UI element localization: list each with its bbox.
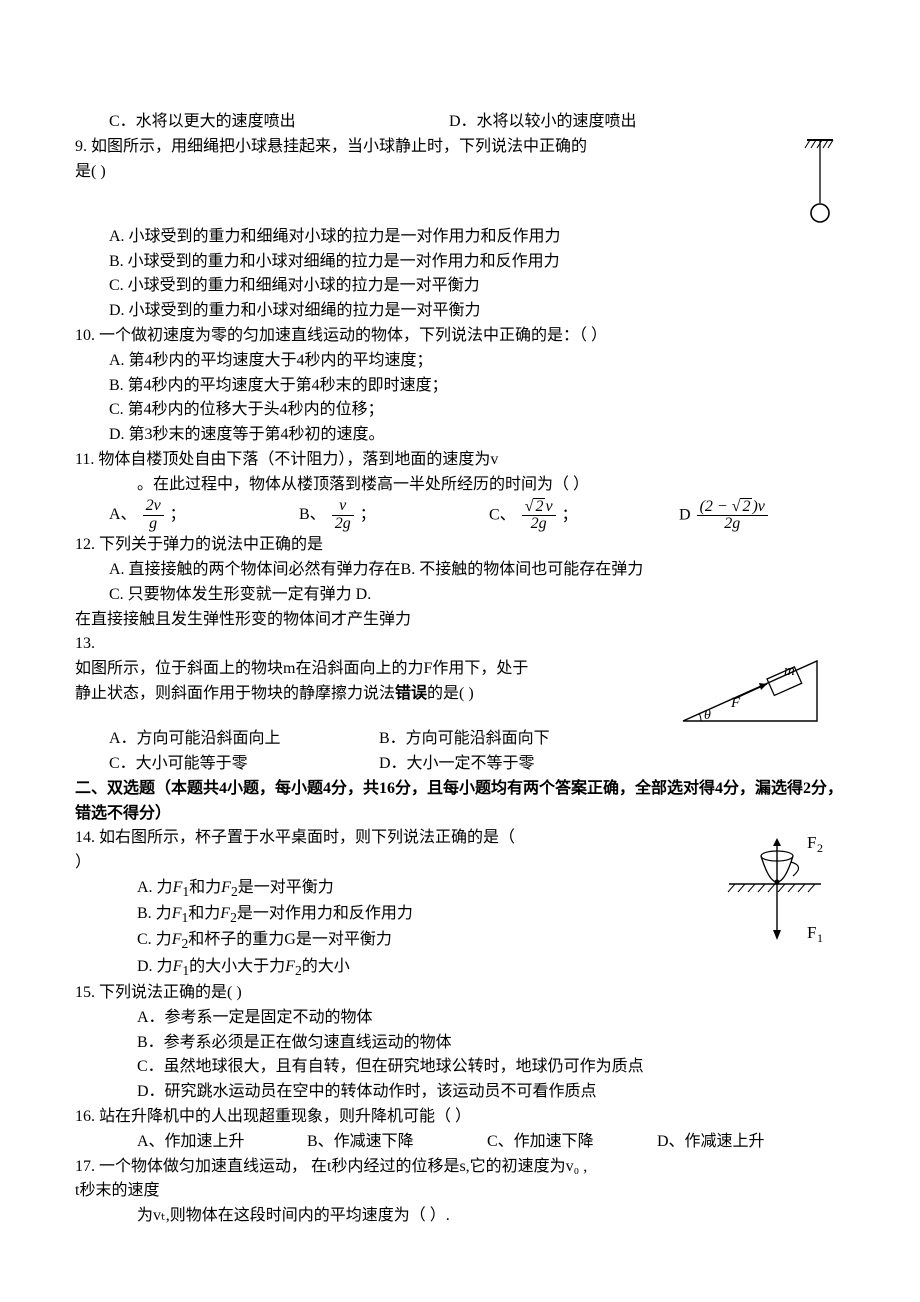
svg-text:m: m bbox=[784, 663, 795, 679]
q11-stem-line2: 。在此过程中，物体从楼顶落到楼高一半处所经历的时间为（ ） bbox=[75, 473, 845, 498]
q10-opt-d: D. 第3秒末的速度等于第4秒初的速度。 bbox=[75, 423, 845, 448]
q9-stem-line1: 9. 如图所示，用细绳把小球悬挂起来，当小球静止时，下列说法中正确的 bbox=[75, 135, 745, 160]
q12-stem: 12. 下列关于弹力的说法中正确的是 bbox=[75, 533, 845, 558]
q10-opt-c: C. 第4秒内的位移大于头4秒内的位移； bbox=[75, 398, 845, 423]
q11-opt-b: B、 v2g ； bbox=[299, 498, 489, 533]
q16-stem: 16. 站在升降机中的人出现超重现象，则升降机可能（ ） bbox=[75, 1105, 845, 1130]
q15-opt-c: C．虽然地球很大，且有自转，但在研究地球公转时，地球仍可作为质点 bbox=[75, 1055, 845, 1080]
q8-opt-c: C．水将以更大的速度喷出 bbox=[109, 110, 449, 135]
q15-opt-a: A．参考系一定是固定不动的物体 bbox=[75, 1006, 845, 1031]
q8-opt-d: D．水将以较小的速度喷出 bbox=[449, 110, 637, 135]
q8-options-cd: C．水将以更大的速度喷出 D．水将以较小的速度喷出 bbox=[75, 110, 845, 135]
q13-stem: 如图所示，位于斜面上的物块m在沿斜面向上的力F作用下，处于 静止状态，则斜面作用… bbox=[75, 657, 675, 707]
q13-options-cd: C．大小可能等于零 D．大小一定不等于零 bbox=[75, 752, 845, 777]
svg-text:2: 2 bbox=[817, 841, 823, 855]
q11-opt-c: C、 √2v2g ； bbox=[489, 498, 679, 534]
q9-opt-a: A. 小球受到的重力和细绳对小球的拉力是一对作用力和反作用力 bbox=[75, 225, 845, 250]
q16-opt-a: A、作加速上升 bbox=[137, 1130, 307, 1155]
q9-opt-b: B. 小球受到的重力和小球对细绳的拉力是一对作用力和反作用力 bbox=[75, 250, 845, 275]
q13-opt-c: C．大小可能等于零 bbox=[109, 752, 379, 777]
q13-opt-b: B．方向可能沿斜面向下 bbox=[379, 727, 550, 752]
incline-block-icon: m F θ bbox=[671, 649, 821, 727]
q11-stem-line1: 11. 物体自楼顶处自由下落（不计阻力），落到地面的速度为v bbox=[75, 448, 845, 473]
q16-opt-b: B、作减速下降 bbox=[307, 1130, 487, 1155]
q12-opt-d-cont: 在直接接触且发生弹性形变的物体间才产生弹力 bbox=[75, 608, 845, 633]
svg-text:F: F bbox=[807, 833, 816, 852]
q9-opt-d: D. 小球受到的重力和小球对细绳的拉力是一对平衡力 bbox=[75, 299, 845, 324]
q9-opt-c: C. 小球受到的重力和细绳对小球的拉力是一对平衡力 bbox=[75, 274, 845, 299]
svg-text:θ: θ bbox=[704, 708, 711, 723]
svg-text:F: F bbox=[807, 923, 816, 942]
section-2-header: 二、双选题（本题共4小题，每小题4分，共16分，且每小题均有两个答案正确，全部选… bbox=[75, 777, 845, 827]
q9-stem: 9. 如图所示，用细绳把小球悬挂起来，当小球静止时，下列说法中正确的 是( ) bbox=[75, 135, 745, 185]
q10-stem: 10. 一个做初速度为零的匀加速直线运动的物体，下列说法中正确的是：（ ） bbox=[75, 324, 845, 349]
q14-figure: F 2 F 1 bbox=[725, 830, 835, 950]
q13-opt-d: D．大小一定不等于零 bbox=[379, 752, 535, 777]
q16-opt-c: C、作加速下降 bbox=[487, 1130, 657, 1155]
svg-text:F: F bbox=[730, 695, 741, 711]
q13-figure: m F θ bbox=[671, 649, 821, 727]
svg-text:1: 1 bbox=[817, 931, 823, 945]
q12-opt-c: C. 只要物体发生形变就一定有弹力 D. bbox=[75, 583, 845, 608]
q15-opt-d: D．研究跳水运动员在空中的转体动作时，该运动员不可看作质点 bbox=[75, 1080, 845, 1105]
q16-options: A、作加速上升 B、作减速下降 C、作加速下降 D、作减速上升 bbox=[75, 1130, 845, 1155]
q10-opt-b: B. 第4秒内的平均速度大于第4秒末的即时速度； bbox=[75, 374, 845, 399]
q13-stem-line2: 静止状态，则斜面作用于物块的静摩擦力说法错误的是( ) bbox=[75, 682, 675, 707]
q17-stem-line3: 为vₜ,则物体在这段时间内的平均速度为（ ）. bbox=[75, 1204, 845, 1229]
q15-stem: 15. 下列说法正确的是( ) bbox=[75, 981, 845, 1006]
q13-opt-a: A．方向可能沿斜面向上 bbox=[109, 727, 379, 752]
q10-opt-a: A. 第4秒内的平均速度大于4秒内的平均速度； bbox=[75, 349, 845, 374]
q11-opt-d: D (2 − √2)v2g bbox=[679, 498, 770, 534]
q13-stem-line1: 如图所示，位于斜面上的物块m在沿斜面向上的力F作用下，处于 bbox=[75, 657, 675, 682]
cup-forces-icon: F 2 F 1 bbox=[725, 830, 835, 950]
q11-options: A、 2vg ； B、 v2g ； C、 √2v2g ； D (2 − √2)v… bbox=[75, 498, 845, 534]
q15-opt-b: B．参考系必须是正在做匀速直线运动的物体 bbox=[75, 1031, 845, 1056]
q9-stem-line2: 是( ) bbox=[75, 160, 745, 185]
q17-stem-line2: t秒末的速度 bbox=[75, 1179, 845, 1204]
q11-opt-a: A、 2vg ； bbox=[109, 498, 299, 533]
q17-stem-line1: 17. 一个物体做匀加速直线运动， 在t秒内经过的位移是s,它的初速度为v₀ , bbox=[75, 1155, 845, 1180]
q12-opt-ab: A. 直接接触的两个物体间必然有弹力存在B. 不接触的物体间也可能存在弹力 bbox=[75, 558, 845, 583]
q13-options-ab: A．方向可能沿斜面向上 B．方向可能沿斜面向下 bbox=[75, 727, 845, 752]
q9-figure bbox=[803, 137, 837, 225]
q16-opt-d: D、作减速上升 bbox=[657, 1130, 765, 1155]
pendulum-icon bbox=[803, 137, 837, 225]
q14-opt-d: D. 力F1的大小大于力F2的大小 bbox=[75, 955, 845, 981]
